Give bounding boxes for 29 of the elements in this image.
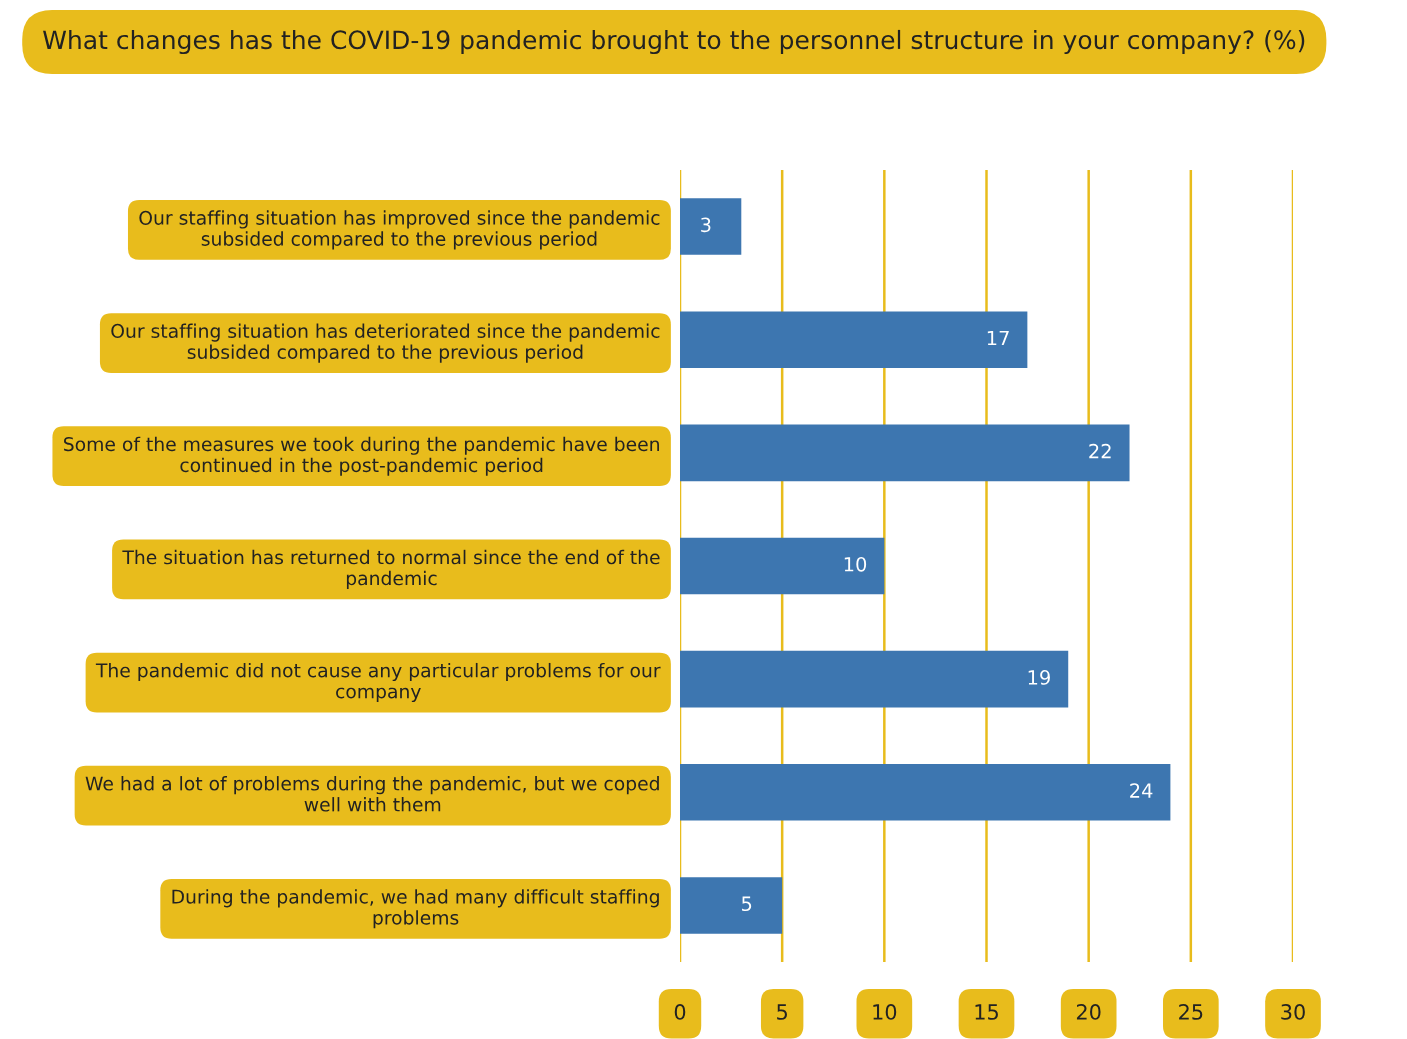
bar (680, 537, 885, 595)
y-tick-label: During the pandemic, we had many difficult staffing problems (172, 889, 659, 929)
bar (680, 764, 1171, 821)
bar (680, 877, 783, 934)
data-label: 5 (742, 896, 752, 912)
y-tick-label: The pandemic did not cause any particular problems for our company (95, 662, 661, 703)
x-tick-label: 15 (975, 1004, 998, 1020)
x-tick-label: 0 (674, 1004, 686, 1020)
bar (680, 650, 1069, 708)
x-tick-label: 25 (1179, 1004, 1203, 1020)
x-tick-label: 10 (873, 1004, 897, 1020)
data-label: 3 (701, 217, 711, 233)
bar (680, 424, 1130, 482)
chart-title: What changes has the COVID-19 pandemic brought to the personnel structure in your company? (%) (43, 29, 1305, 55)
y-tick-label: The situation has returned to normal since the end of the pandemic (122, 549, 660, 589)
data-label: 17 (987, 330, 1009, 346)
y-tick-label: Some of the measures we took during the pandemic have been continued in the post-pandemic period (64, 436, 659, 476)
data-label: 22 (1089, 443, 1111, 459)
y-tick-label: Our staffing situation has deteriorated since the pandemic subsided compared to the previous period (111, 323, 660, 363)
data-label: 10 (844, 556, 867, 572)
y-tick-label: Our staffing situation has improved since the pandemic subsided compared to the previous period (139, 210, 660, 250)
x-tick-label: 20 (1076, 1004, 1101, 1020)
y-tick-label: We had a lot of problems during the pandemic, but we coped well with them (85, 776, 659, 812)
data-label: 19 (1028, 670, 1050, 685)
bar (680, 311, 1028, 368)
x-tick-label: 30 (1281, 1004, 1305, 1020)
data-label: 24 (1130, 783, 1153, 798)
bar (680, 198, 742, 255)
x-tick-label: 5 (777, 1004, 787, 1020)
